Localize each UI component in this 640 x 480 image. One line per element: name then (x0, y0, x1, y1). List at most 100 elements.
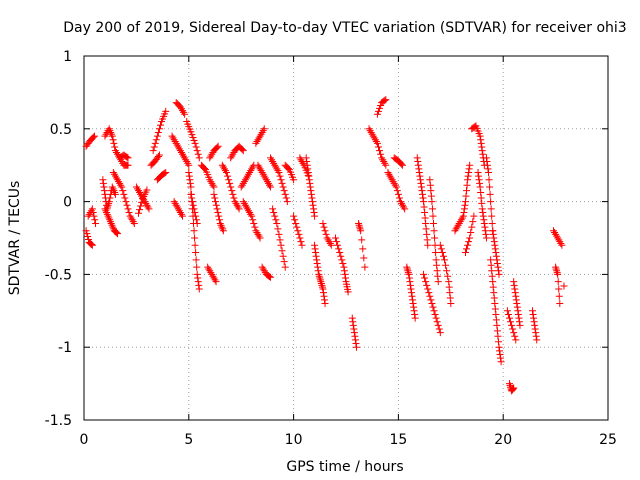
data-point-marker (267, 183, 275, 191)
data-point-marker (191, 139, 199, 147)
data-point-marker (356, 225, 364, 233)
data-point-marker (490, 294, 498, 302)
data-point-marker (281, 190, 289, 198)
data-point-marker (133, 185, 141, 193)
data-point-marker (456, 218, 464, 226)
data-point-marker (207, 269, 215, 277)
data-point-marker (433, 318, 441, 326)
data-point-marker (426, 292, 434, 300)
data-point-marker (359, 245, 367, 253)
data-point-marker (409, 300, 417, 308)
data-point-marker (226, 179, 234, 187)
data-point-marker (422, 278, 430, 286)
data-point-marker (102, 207, 110, 215)
data-point-marker (513, 303, 521, 311)
data-point-marker (124, 205, 132, 213)
data-point-marker (552, 230, 560, 238)
data-point-marker (381, 159, 389, 167)
data-point-marker (477, 136, 485, 144)
data-point-marker (108, 132, 116, 140)
data-point-marker (551, 229, 559, 237)
data-point-marker (514, 307, 522, 315)
data-point-marker (276, 236, 284, 244)
data-point-marker (408, 289, 415, 297)
data-point-marker (103, 210, 111, 218)
data-point-marker (555, 292, 563, 300)
data-point-marker (110, 187, 118, 195)
axis-ticks: 0 5 10 15 20 25 -1.5 -1 -0.5 0 0.5 1 (45, 49, 617, 448)
data-point-marker (128, 216, 136, 224)
data-point-marker (556, 238, 564, 246)
data-point-marker (371, 136, 379, 144)
data-point-marker (99, 176, 107, 184)
data-point-marker (445, 278, 453, 286)
data-point-marker (90, 132, 98, 140)
data-point-marker (446, 289, 454, 297)
data-point-marker (373, 110, 381, 118)
data-point-marker (437, 245, 445, 253)
data-point-marker (482, 154, 490, 162)
data-point-marker (114, 150, 122, 158)
data-point-marker (417, 183, 425, 191)
data-point-marker (554, 278, 562, 286)
data-point-marker (193, 263, 201, 271)
data-point-marker (503, 307, 511, 315)
data-point-marker (403, 263, 411, 271)
data-point-marker (460, 209, 468, 217)
data-point-marker (312, 249, 320, 257)
data-point-marker (385, 170, 393, 178)
data-point-marker (479, 150, 487, 158)
data-point-marker (221, 167, 229, 175)
data-point-marker (264, 179, 272, 187)
data-point-marker (278, 179, 286, 187)
data-point-marker (305, 176, 313, 184)
data-point-marker (118, 183, 126, 191)
data-point-marker (454, 221, 462, 229)
data-point-marker (493, 327, 501, 335)
data-point-marker (405, 274, 413, 282)
data-point-marker (280, 187, 288, 195)
data-point-marker (91, 216, 99, 224)
data-point-marker (208, 270, 216, 278)
data-point-marker (310, 205, 318, 213)
data-point-marker (400, 203, 408, 211)
data-point-marker (137, 202, 145, 210)
data-point-marker (333, 238, 341, 246)
data-point-marker (341, 274, 349, 282)
data-point-marker (114, 176, 122, 184)
data-point-marker (428, 300, 436, 308)
data-point-marker (387, 174, 395, 182)
data-point-marker (476, 183, 484, 191)
data-point-marker (352, 340, 360, 348)
data-point-marker (269, 205, 277, 213)
data-point-marker (429, 212, 437, 220)
data-point-marker (494, 332, 502, 340)
data-point-marker (511, 289, 519, 297)
data-point-marker (257, 167, 265, 175)
data-point-marker (151, 139, 159, 147)
data-point-marker (168, 132, 176, 140)
data-point-marker (129, 218, 137, 226)
data-point-marker (335, 245, 343, 253)
data-point-marker (475, 176, 483, 184)
data-point-marker (380, 158, 388, 166)
data-point-marker (250, 219, 258, 227)
data-point-marker (190, 227, 198, 235)
data-point-marker (552, 263, 560, 271)
data-point-marker (272, 163, 280, 171)
data-point-marker (477, 189, 485, 196)
data-point-marker (495, 343, 503, 351)
gridlines (84, 56, 608, 420)
data-point-marker (316, 276, 324, 284)
data-point-marker (313, 256, 321, 264)
data-point-marker (411, 310, 419, 318)
data-point-marker (555, 285, 563, 293)
data-point-marker (245, 207, 253, 215)
data-point-marker (550, 227, 558, 235)
data-point-marker (259, 127, 267, 135)
data-point-marker (512, 296, 520, 304)
data-point-marker (490, 289, 498, 297)
data-point-marker (357, 227, 365, 235)
data-point-marker (554, 270, 562, 278)
data-point-marker (107, 219, 115, 227)
